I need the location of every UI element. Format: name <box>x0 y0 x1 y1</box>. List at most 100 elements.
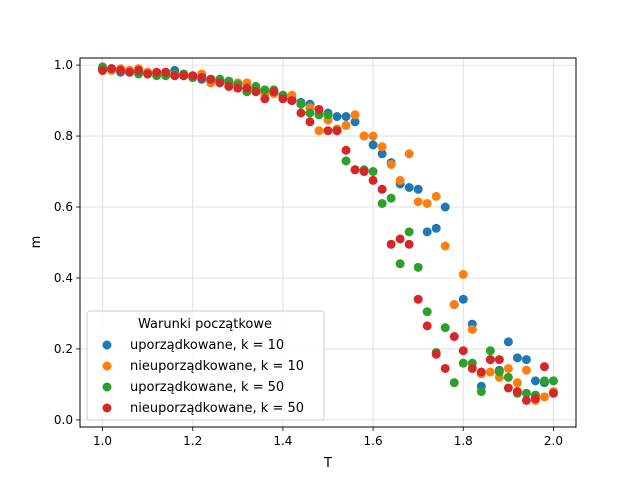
data-point-series-3 <box>260 85 270 95</box>
plot-area-frame <box>79 57 577 428</box>
data-point-series-2 <box>314 126 324 136</box>
y-tick-label: 0.0 <box>54 413 73 427</box>
data-point-series-3 <box>521 388 531 398</box>
data-point-series-2 <box>350 110 360 120</box>
data-point-series-2 <box>386 159 396 169</box>
data-point-series-4 <box>395 234 405 244</box>
data-point-series-2 <box>440 241 450 251</box>
data-point-series-1 <box>413 184 423 194</box>
data-point-series-4 <box>197 73 207 83</box>
data-point-series-1 <box>404 183 414 193</box>
data-point-series-3 <box>404 227 414 237</box>
data-point-series-4 <box>98 65 108 75</box>
data-point-series-3 <box>458 358 468 368</box>
data-point-series-4 <box>206 74 216 84</box>
x-tick-label: 1.8 <box>454 434 473 448</box>
data-point-series-3 <box>503 372 513 382</box>
data-point-series-2 <box>431 191 441 201</box>
x-tick-label: 1.4 <box>273 434 292 448</box>
data-point-series-3 <box>548 376 558 386</box>
legend-marker <box>102 361 112 371</box>
data-point-series-4 <box>134 65 144 75</box>
data-point-series-3 <box>386 193 396 203</box>
x-tick-label: 2.0 <box>544 434 563 448</box>
data-point-series-1 <box>422 227 432 237</box>
data-point-series-4 <box>359 167 369 177</box>
data-point-series-4 <box>458 346 468 356</box>
data-point-series-4 <box>161 67 171 77</box>
data-point-series-4 <box>350 165 360 175</box>
data-point-series-4 <box>287 96 297 106</box>
data-point-series-2 <box>422 198 432 208</box>
data-point-series-2 <box>395 175 405 185</box>
data-point-series-1 <box>440 202 450 212</box>
data-point-series-4 <box>422 321 432 331</box>
y-tick-label: 1.0 <box>54 58 73 72</box>
legend: Warunki początkowe uporządkowane, k = 10… <box>86 310 325 421</box>
data-point-series-3 <box>305 108 315 118</box>
data-point-series-3 <box>296 99 306 109</box>
data-point-series-4 <box>431 349 441 359</box>
data-point-series-4 <box>143 69 153 79</box>
y-tick-label: 0.2 <box>54 342 73 356</box>
data-point-series-3 <box>440 323 450 333</box>
legend-marker <box>102 382 112 392</box>
data-point-series-2 <box>368 131 378 141</box>
data-point-series-3 <box>539 376 549 386</box>
data-point-series-4 <box>539 362 549 372</box>
data-points <box>98 62 558 405</box>
data-point-series-4 <box>404 239 414 249</box>
legend-box <box>86 310 325 421</box>
data-point-series-4 <box>530 394 540 404</box>
data-point-series-4 <box>512 387 522 397</box>
data-point-series-1 <box>350 117 360 127</box>
data-point-series-4 <box>296 108 306 118</box>
legend-marker <box>102 340 112 350</box>
data-point-series-4 <box>260 94 270 104</box>
data-point-series-1 <box>458 294 468 304</box>
data-point-series-3 <box>323 110 333 120</box>
data-point-series-3 <box>413 262 423 272</box>
data-point-series-2 <box>404 149 414 159</box>
x-tick-label: 1.6 <box>364 434 383 448</box>
data-point-series-4 <box>323 126 333 136</box>
data-point-series-4 <box>494 355 504 365</box>
axis-ticks: 1.0 1.2 1.4 1.6 1.8 2.0 0.0 0.2 0.4 0.6 0.8 1.0 <box>54 58 563 448</box>
data-point-series-2 <box>341 120 351 130</box>
data-point-series-2 <box>359 131 369 141</box>
data-point-series-4 <box>188 71 198 81</box>
legend-title: Warunki początkowe <box>138 317 272 332</box>
legend-label: nieuporządkowane, k = 10 <box>130 359 304 374</box>
data-point-series-3 <box>368 167 378 177</box>
data-point-series-2 <box>449 300 459 310</box>
data-point-series-4 <box>440 363 450 373</box>
y-tick-label: 0.8 <box>54 129 73 143</box>
data-point-series-2 <box>503 363 513 373</box>
data-point-series-4 <box>242 83 252 93</box>
data-point-series-1 <box>512 353 522 363</box>
data-point-series-4 <box>485 355 495 365</box>
x-tick-label: 1.2 <box>183 434 202 448</box>
data-point-series-2 <box>377 142 387 152</box>
data-point-series-4 <box>233 83 243 93</box>
data-point-series-4 <box>467 363 477 373</box>
y-tick-label: 0.4 <box>54 271 73 285</box>
data-point-series-4 <box>368 175 378 185</box>
data-point-series-3 <box>476 387 486 397</box>
data-point-series-4 <box>179 71 189 81</box>
x-axis-label: T <box>323 456 332 471</box>
data-point-series-3 <box>494 367 504 377</box>
data-point-series-1 <box>503 337 513 347</box>
data-point-series-1 <box>431 223 441 233</box>
data-point-series-4 <box>548 388 558 398</box>
data-point-series-4 <box>125 67 135 77</box>
data-point-series-4 <box>377 184 387 194</box>
data-point-series-4 <box>107 64 117 74</box>
data-point-series-4 <box>278 94 288 104</box>
data-point-series-4 <box>314 104 324 114</box>
data-point-series-3 <box>377 198 387 208</box>
y-axis-label: m <box>29 236 44 249</box>
data-point-series-4 <box>341 145 351 155</box>
data-point-series-4 <box>215 78 225 88</box>
